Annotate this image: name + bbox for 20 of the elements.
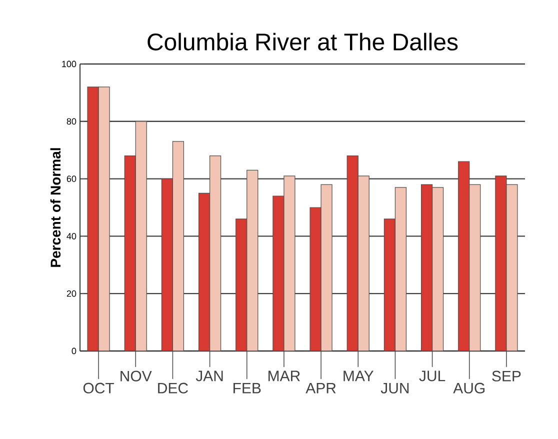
y-tick-label: 20 [66,290,76,297]
chart-title: Columbia River at The Dalles [148,32,458,50]
x-tick-label: JUL [419,370,446,382]
x-tick-label: JAN [196,370,223,382]
x-tick-label: NOV [120,370,152,382]
x-tick-label: MAY [344,370,374,382]
x-tick-label: JUN [380,382,409,394]
x-tick-label: AUG [453,382,484,394]
y-tick-label: 0 [72,348,76,354]
x-tick-label: APR [306,382,336,394]
y-tick-label: 60 [66,176,76,182]
x-tick-label: MAR [268,370,300,382]
y-tick-label: 40 [66,233,76,240]
y-tick-label: 80 [66,118,76,125]
y-tick-label: 100 [62,60,76,68]
x-tick-label: FEB [234,382,261,394]
x-tick-label: SEP [492,370,521,382]
x-tick-label: OCT [83,382,114,394]
y-axis-title: Percent of Normal [50,148,61,267]
x-tick-label: DEC [158,382,188,394]
